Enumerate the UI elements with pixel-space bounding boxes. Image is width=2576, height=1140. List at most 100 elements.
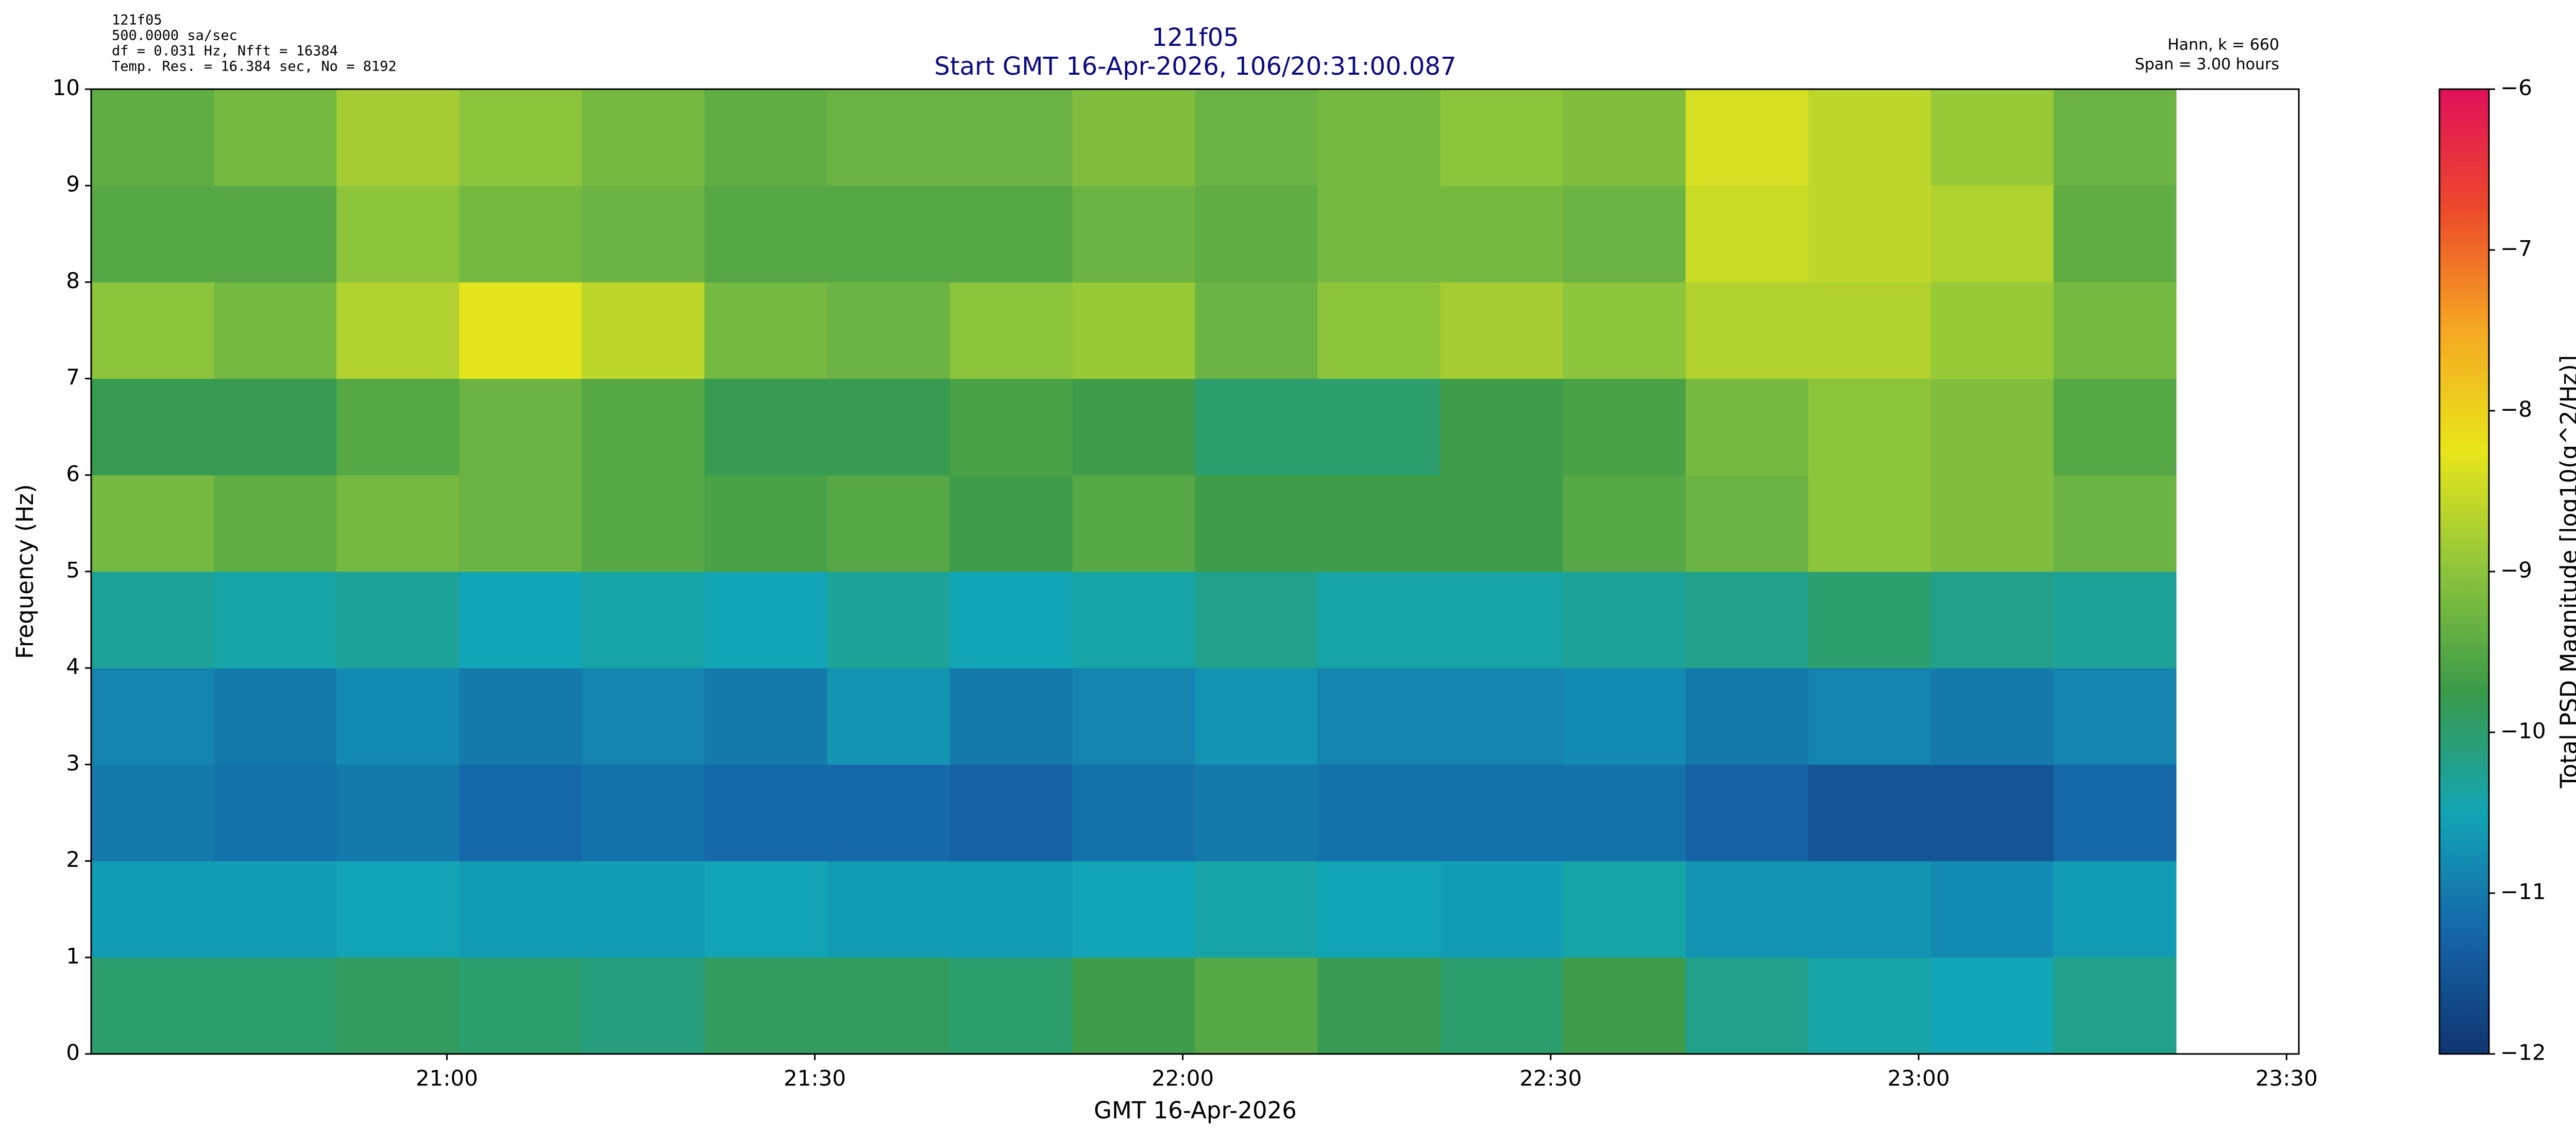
heatmap-cell <box>1317 764 1441 862</box>
heatmap-cell <box>950 475 1073 572</box>
y-tick-label: 9 <box>66 172 80 197</box>
heatmap-cell <box>1563 89 1686 186</box>
heatmap-cell <box>582 861 705 958</box>
heatmap-cell <box>459 861 582 958</box>
heatmap-cell <box>91 764 214 862</box>
heatmap-cell <box>1072 764 1195 862</box>
heatmap-cell <box>459 378 582 476</box>
heatmap-cell <box>1563 186 1686 282</box>
heatmap-cell <box>1930 378 2054 476</box>
heatmap-cell <box>1317 572 1441 668</box>
heatmap-cell <box>459 89 582 186</box>
heatmap-cell <box>459 475 582 572</box>
heatmap-cell <box>1072 475 1195 572</box>
y-tick-label: 10 <box>53 75 80 100</box>
heatmap-cell <box>827 861 950 958</box>
heatmap-cell <box>1563 957 1686 1054</box>
heatmap-cell <box>2053 861 2177 958</box>
y-tick-label: 0 <box>66 1040 80 1065</box>
y-tick-label: 1 <box>66 943 80 968</box>
heatmap-cell <box>336 186 460 282</box>
heatmap-cell <box>582 572 705 668</box>
heatmap-cell <box>336 668 460 765</box>
heatmap-cell <box>1685 764 1809 862</box>
heatmap-cell <box>1317 475 1441 572</box>
heatmap-cell <box>582 957 705 1054</box>
heatmap-cell <box>950 89 1073 186</box>
heatmap-cell <box>827 89 950 186</box>
y-tick-label: 6 <box>66 461 80 486</box>
chart-title: 121f05 <box>1151 23 1239 52</box>
heatmap-cell <box>582 378 705 476</box>
heatmap-cell <box>1808 378 1931 476</box>
heatmap-cell <box>827 186 950 282</box>
chart-subtitle: Start GMT 16-Apr-2026, 106/20:31:00.087 <box>934 52 1456 81</box>
heatmap-cell <box>1317 861 1441 958</box>
heatmap-cell <box>950 957 1073 1054</box>
heatmap-cell <box>582 764 705 862</box>
heatmap-cell <box>1563 764 1686 862</box>
heatmap-cell <box>1072 861 1195 958</box>
y-tick-label: 8 <box>66 268 80 293</box>
heatmap-cell <box>1317 378 1441 476</box>
x-tick-label: 23:00 <box>1888 1066 1950 1091</box>
heatmap-cell <box>1930 89 2054 186</box>
heatmap-cell <box>704 764 827 862</box>
heatmap-cell <box>704 475 827 572</box>
heatmap-cell <box>2053 186 2177 282</box>
info-text: Temp. Res. = 16.384 sec, No = 8192 <box>112 59 397 75</box>
heatmap-cell <box>459 764 582 862</box>
heatmap-cell <box>1930 186 2054 282</box>
heatmap-cell <box>91 861 214 958</box>
heatmap-cell <box>1930 475 2054 572</box>
heatmap-cell <box>950 378 1073 476</box>
heatmap-cell <box>1317 186 1441 282</box>
x-tick-label: 21:30 <box>784 1066 846 1091</box>
heatmap-cell <box>950 186 1073 282</box>
heatmap-cell <box>214 89 337 186</box>
colorbar-tick-label: −7 <box>2500 236 2532 261</box>
heatmap-cell <box>827 764 950 862</box>
heatmap-cell <box>214 572 337 668</box>
heatmap-cell <box>336 89 460 186</box>
heatmap-cell <box>1317 89 1441 186</box>
heatmap-cell <box>827 572 950 668</box>
heatmap-cell <box>1563 668 1686 765</box>
heatmap-cell <box>2053 378 2177 476</box>
y-tick-label: 7 <box>66 364 80 390</box>
heatmap-cell <box>1685 282 1809 379</box>
colorbar-label: Total PSD Magnitude [log10(g^2/Hz)] <box>2555 355 2576 789</box>
heatmap-cell <box>1440 475 1564 572</box>
heatmap-cell <box>336 378 460 476</box>
heatmap-cell <box>91 668 214 765</box>
heatmap-cell <box>336 572 460 668</box>
colorbar-tick-label: −9 <box>2500 558 2532 583</box>
heatmap-cell <box>1440 861 1564 958</box>
heatmap-cell <box>1930 957 2054 1054</box>
heatmap-cell <box>214 957 337 1054</box>
x-axis-label: GMT 16-Apr-2026 <box>1094 1097 1297 1124</box>
heatmap-cell <box>1072 668 1195 765</box>
heatmap-cell <box>336 861 460 958</box>
heatmap-cell <box>1195 378 1318 476</box>
heatmap-cell <box>2053 668 2177 765</box>
heatmap-cell <box>1072 282 1195 379</box>
heatmap-cell <box>91 572 214 668</box>
heatmap-cell <box>704 957 827 1054</box>
heatmap-cell <box>1317 957 1441 1054</box>
heatmap-cell <box>704 378 827 476</box>
colorbar <box>2438 88 2490 1055</box>
heatmap-cell <box>91 186 214 282</box>
info-text: Hann, k = 660 <box>2167 36 2279 54</box>
heatmap-cell <box>950 764 1073 862</box>
heatmap-cell <box>827 282 950 379</box>
heatmap-cell <box>2053 282 2177 379</box>
heatmap-cell <box>459 668 582 765</box>
heatmap-cell <box>1808 89 1931 186</box>
heatmap-cell <box>1930 282 2054 379</box>
heatmap-cell <box>214 186 337 282</box>
info-text: 500.0000 sa/sec <box>112 28 238 44</box>
heatmap-cell <box>1440 186 1564 282</box>
heatmap-cell <box>1072 378 1195 476</box>
heatmap-cell <box>950 572 1073 668</box>
